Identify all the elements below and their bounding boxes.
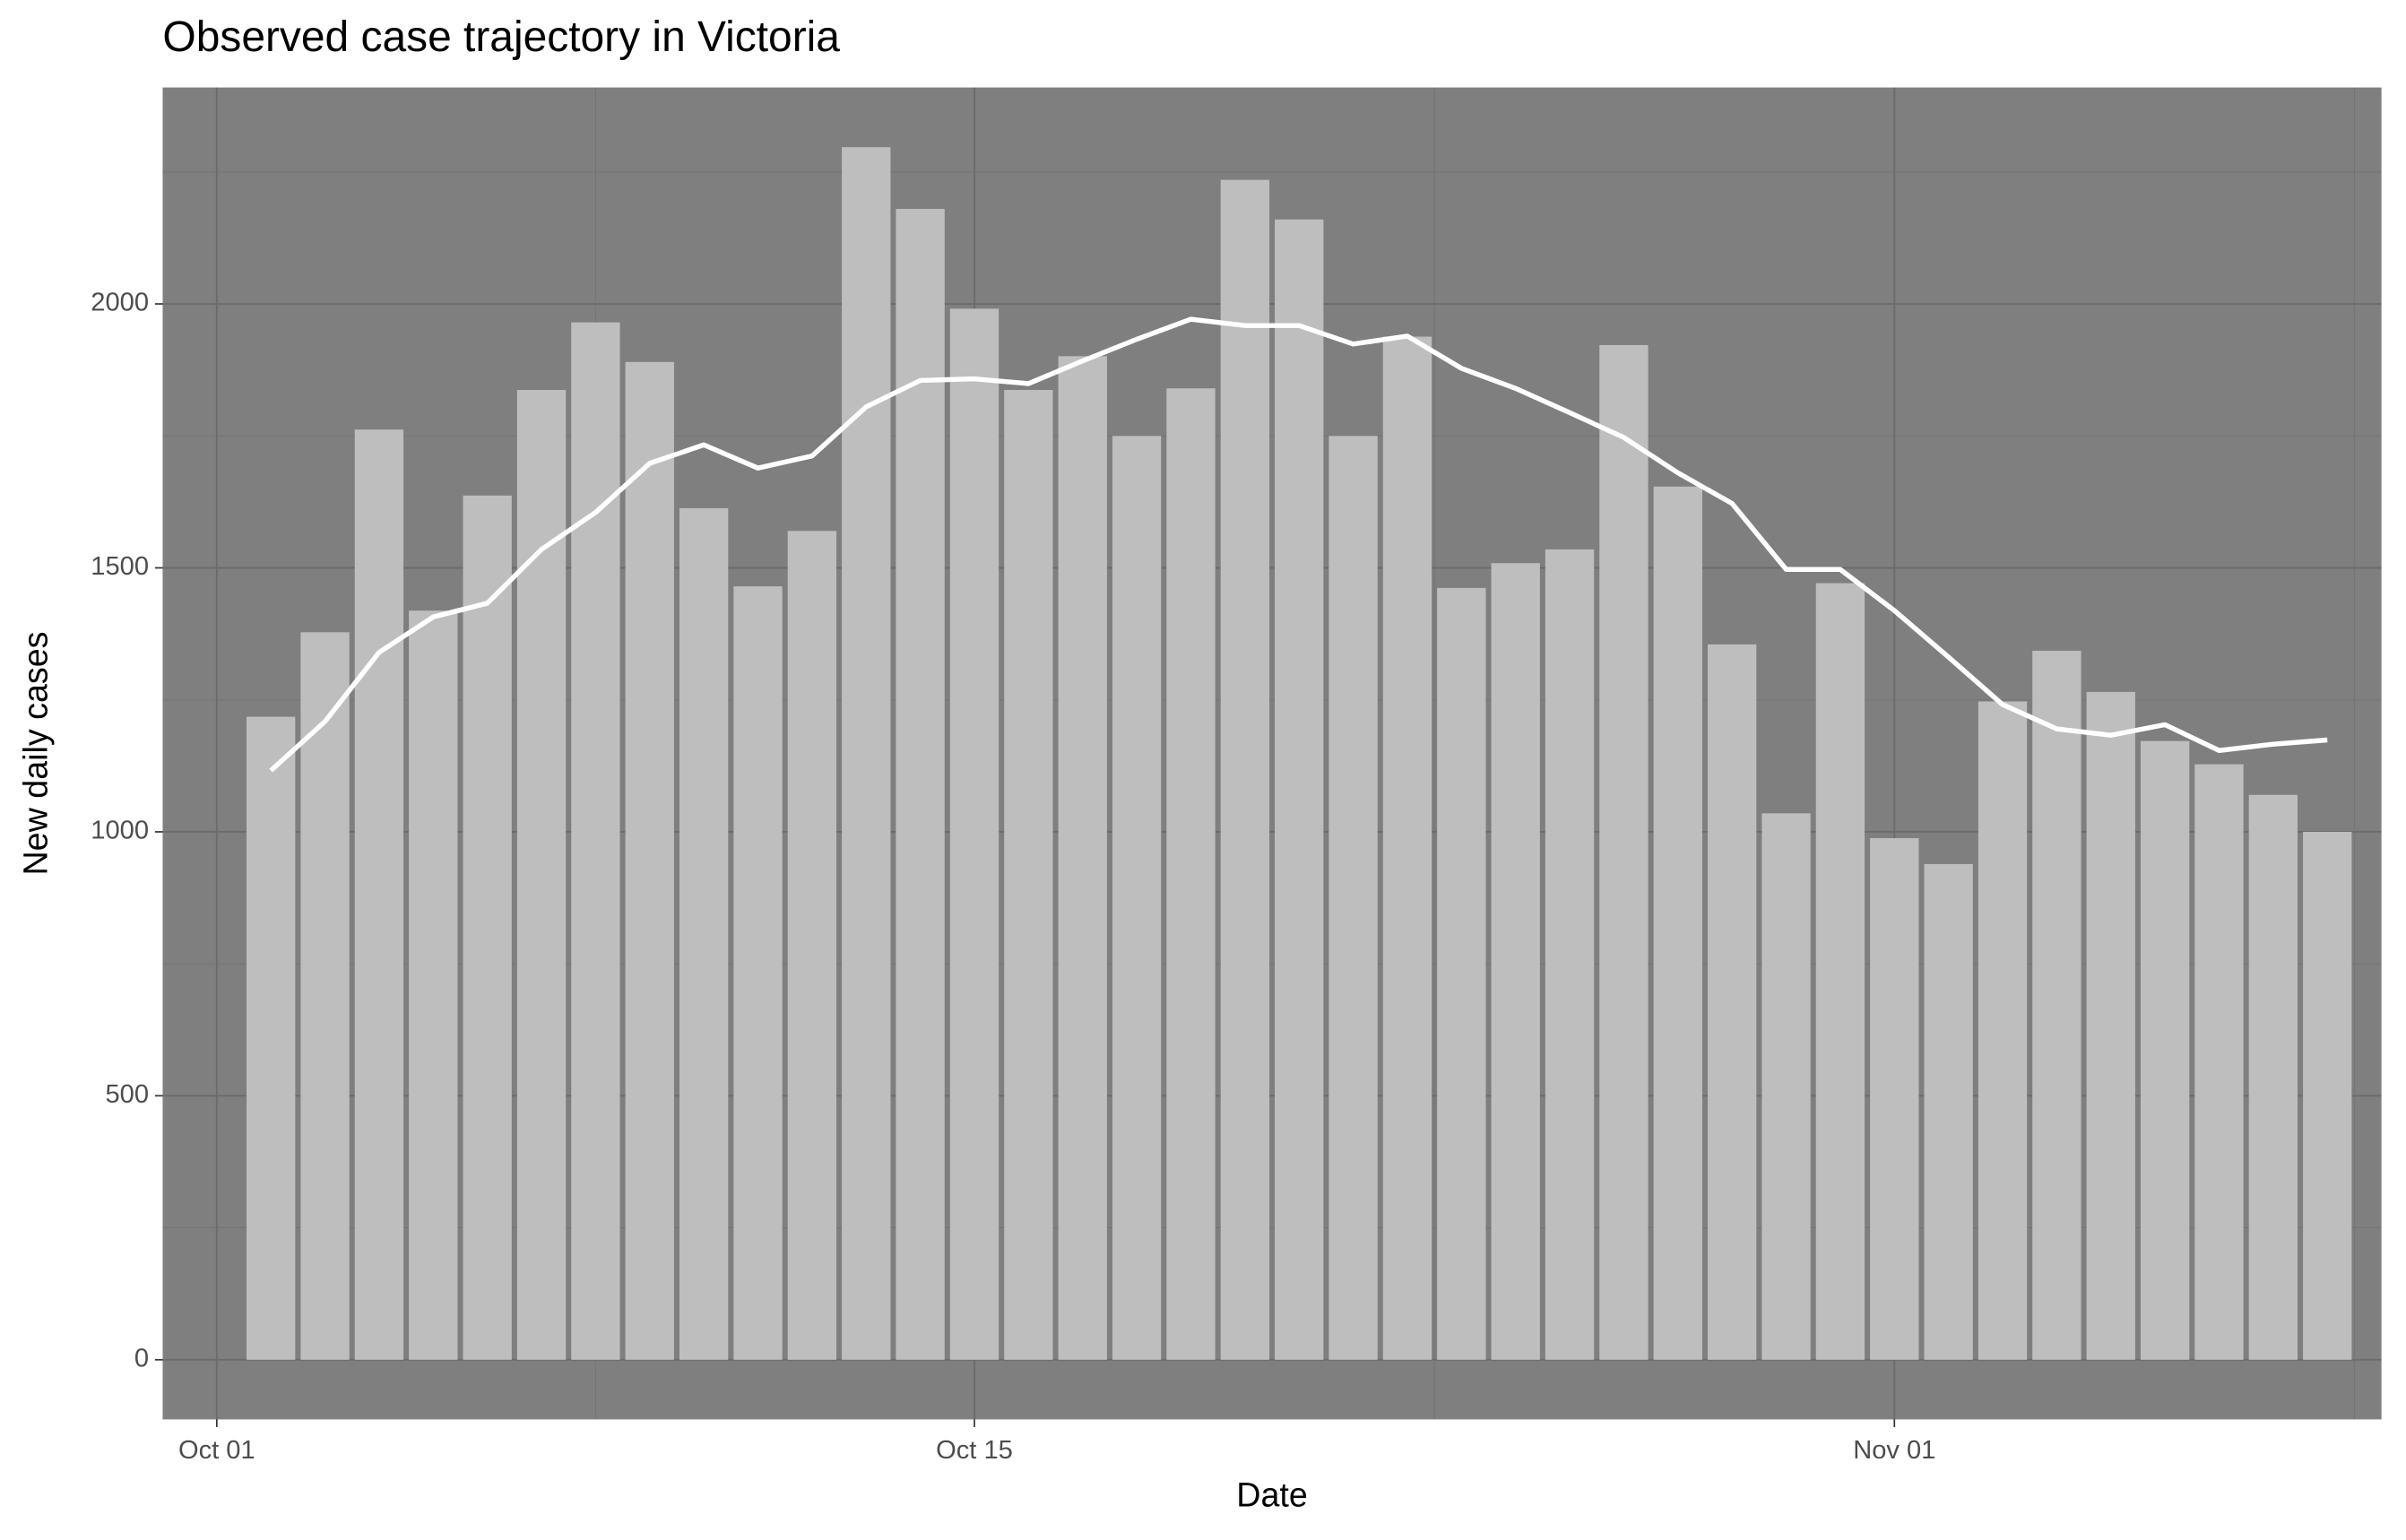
x-axis-title: Date bbox=[1236, 1476, 1308, 1514]
y-axis-title: New daily cases bbox=[17, 632, 55, 876]
bar bbox=[463, 495, 512, 1360]
bar bbox=[571, 322, 620, 1360]
bar bbox=[2194, 764, 2244, 1360]
y-tick-label: 0 bbox=[134, 1345, 149, 1373]
bar bbox=[896, 209, 945, 1360]
bar bbox=[733, 586, 783, 1360]
bar bbox=[1328, 436, 1378, 1360]
bar bbox=[2248, 794, 2298, 1360]
bar bbox=[409, 610, 458, 1360]
bar bbox=[787, 531, 837, 1360]
bar bbox=[1004, 390, 1053, 1360]
bar bbox=[679, 507, 729, 1360]
y-tick-label: 500 bbox=[105, 1080, 149, 1109]
chart-title: Observed case trajectory in Victoria bbox=[162, 13, 840, 61]
bar bbox=[1491, 563, 1540, 1360]
bar bbox=[1708, 644, 1757, 1360]
bar bbox=[949, 308, 1000, 1360]
bar bbox=[1653, 486, 1702, 1360]
bar bbox=[247, 716, 296, 1360]
x-tick-label: Nov 01 bbox=[1853, 1436, 1935, 1465]
bar bbox=[2086, 691, 2135, 1360]
bar bbox=[1275, 219, 1324, 1360]
y-tick-label: 2000 bbox=[91, 289, 149, 317]
bar bbox=[1978, 701, 2028, 1360]
y-tick-label: 1500 bbox=[91, 552, 149, 581]
bar bbox=[1220, 179, 1270, 1360]
bar bbox=[1870, 838, 1919, 1360]
bar bbox=[300, 632, 350, 1360]
bar bbox=[1382, 336, 1432, 1360]
x-tick-label: Oct 15 bbox=[936, 1436, 1013, 1465]
axes: 0 500 1000 1500 2000 Oct 01 Oct 15 Nov 01 bbox=[91, 289, 1935, 1465]
bar bbox=[1761, 813, 1811, 1360]
bar bbox=[2140, 740, 2190, 1360]
bar bbox=[1058, 356, 1107, 1360]
bar bbox=[625, 361, 674, 1360]
bar bbox=[1166, 388, 1216, 1360]
bar bbox=[2032, 650, 2081, 1360]
bar bbox=[1437, 587, 1486, 1360]
bar bbox=[842, 147, 891, 1360]
x-tick-label: Oct 01 bbox=[178, 1436, 255, 1465]
marks bbox=[247, 147, 2352, 1360]
bar bbox=[1815, 583, 1865, 1360]
bar bbox=[1599, 344, 1649, 1360]
trend-line bbox=[269, 316, 2328, 773]
bar bbox=[354, 429, 404, 1360]
bar bbox=[1545, 549, 1595, 1360]
y-tick-label: 1000 bbox=[91, 817, 149, 845]
bar bbox=[1112, 436, 1162, 1360]
bar bbox=[2303, 831, 2352, 1360]
bar bbox=[1924, 863, 1973, 1360]
